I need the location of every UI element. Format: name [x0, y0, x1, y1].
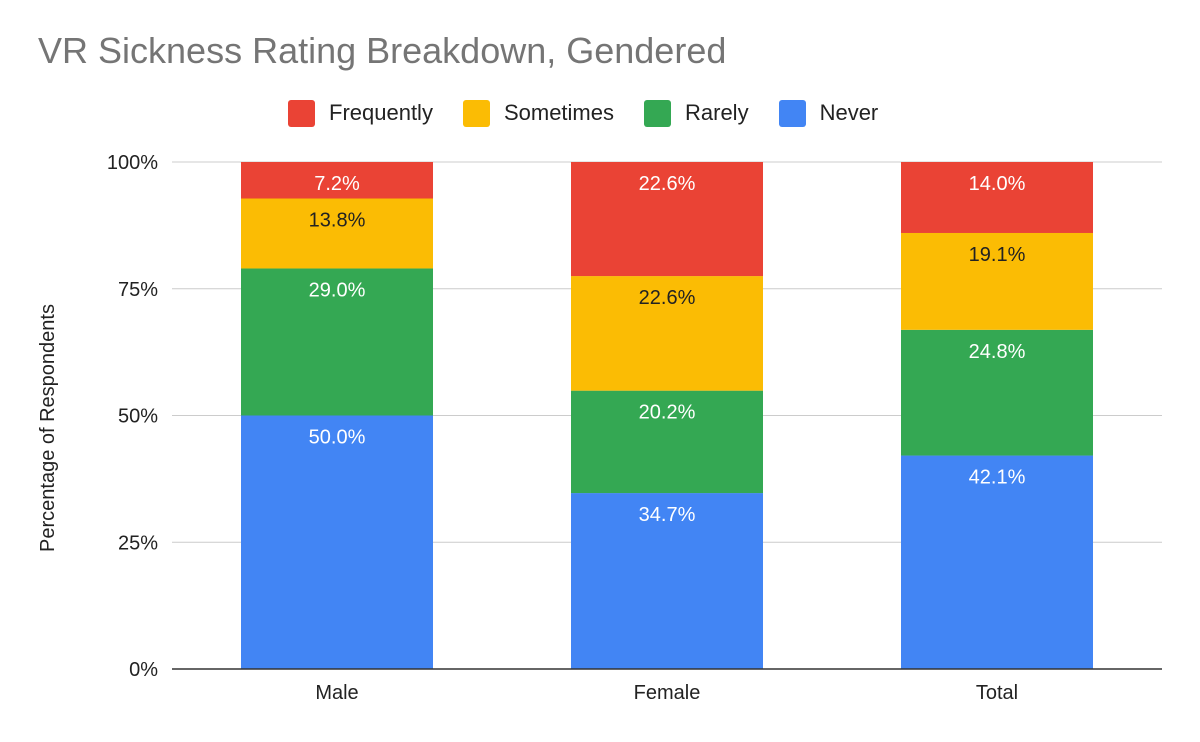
legend-label-sometimes: Sometimes: [503, 100, 614, 125]
y-tick-label-0: 0%: [129, 659, 158, 681]
chart-title: VR Sickness Rating Breakdown, Gendered: [38, 30, 727, 71]
bar-male-sometimes: [241, 198, 433, 269]
data-label-male-never: 50.0%: [309, 427, 366, 449]
legend-item-rarely: Rarely: [644, 99, 749, 127]
legend-label-never: Never: [819, 100, 879, 125]
legend-label-frequently: Frequently: [329, 100, 433, 125]
legend-item-never: Never: [778, 99, 879, 127]
data-label-female-rarely: 20.2%: [639, 402, 696, 424]
data-label-total-sometimes: 19.1%: [969, 244, 1026, 266]
y-tick-label-100: 100%: [107, 152, 158, 174]
bar-male-rarely: [241, 268, 433, 416]
bar-female-frequently: [571, 162, 763, 277]
data-label-total-rarely: 24.8%: [969, 341, 1026, 363]
data-label-female-sometimes: 22.6%: [639, 287, 696, 309]
x-tick-label-female: Female: [634, 682, 701, 704]
bar-total-rarely: [901, 329, 1093, 456]
bar-female-rarely: [571, 390, 763, 494]
data-label-female-frequently: 22.6%: [639, 173, 696, 195]
data-label-total-never: 42.1%: [969, 467, 1026, 489]
bar-female-sometimes: [571, 276, 763, 391]
bar-female-never: [571, 493, 763, 669]
bar-male-never: [241, 415, 433, 669]
data-label-male-sometimes: 13.8%: [309, 210, 366, 232]
legend-item-frequently: Frequently: [288, 99, 433, 127]
y-axis-title: Percentage of Respondents: [37, 304, 59, 552]
data-label-female-never: 34.7%: [639, 504, 696, 526]
bar-total-frequently: [901, 162, 1093, 233]
data-label-male-frequently: 7.2%: [314, 173, 360, 195]
x-tick-label-total: Total: [976, 682, 1018, 704]
chart-legend: Frequently Sometimes Rarely Never: [288, 99, 908, 127]
y-tick-label-50: 50%: [118, 406, 158, 428]
legend-swatch-never: [778, 99, 806, 127]
bar-male-frequently: [241, 162, 433, 199]
legend-swatch-sometimes: [462, 99, 490, 127]
legend-item-sometimes: Sometimes: [462, 99, 614, 127]
legend-swatch-frequently: [288, 99, 315, 127]
y-tick-label-25: 25%: [118, 532, 158, 554]
bar-total-sometimes: [901, 232, 1093, 330]
bar-total-never: [901, 455, 1093, 669]
data-label-total-frequently: 14.0%: [969, 173, 1026, 195]
legend-label-rarely: Rarely: [685, 100, 749, 125]
y-tick-label-75: 75%: [118, 279, 158, 301]
data-label-male-rarely: 29.0%: [309, 279, 366, 301]
legend-swatch-rarely: [644, 99, 671, 127]
x-tick-label-male: Male: [315, 682, 358, 704]
